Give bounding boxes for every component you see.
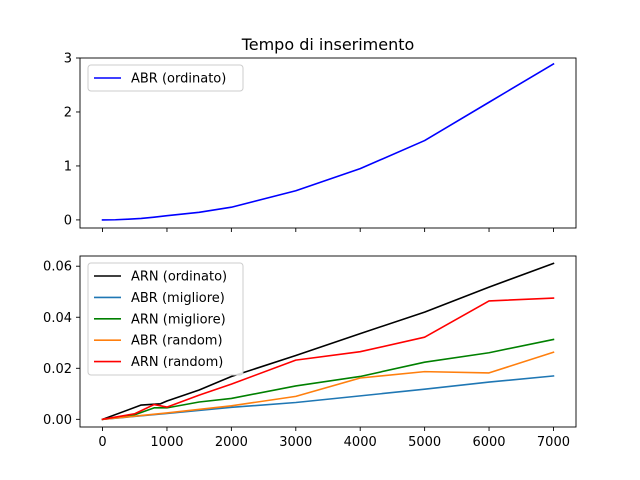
legend-label: ABR (ordinato): [131, 72, 226, 87]
series-line-1-3: [101, 351, 555, 421]
y-tick-label: 1: [64, 159, 72, 174]
y-tick-label: 3: [64, 52, 72, 67]
y-tick-label: 0: [64, 213, 72, 228]
axes-frame: [79, 255, 577, 428]
legend-label: ARN (migliore): [131, 312, 226, 327]
x-tick-label: 1000: [150, 435, 183, 450]
series-line-1-2: [101, 338, 555, 421]
legend-label: ABR (random): [131, 334, 223, 349]
axes-frame: [79, 57, 577, 229]
legend: ABR (ordinato): [87, 64, 244, 92]
x-tick-label: 5000: [408, 435, 441, 450]
x-tick-label: 2000: [215, 435, 248, 450]
x-tick-label: 3000: [279, 435, 312, 450]
x-tick-label: 7000: [537, 435, 570, 450]
y-tick-label: 0.04: [43, 311, 72, 326]
series-line-0-0: [101, 62, 555, 221]
legend-label: ARN (random): [131, 355, 223, 370]
legend: ARN (ordinato) ABR (migliore) ARN (miglior…: [87, 262, 244, 376]
chart-title: Tempo di inserimento: [241, 35, 415, 54]
legend-label: ARN (ordinato): [131, 270, 227, 285]
series-line-1-4: [101, 297, 555, 421]
y-tick-label: 0.02: [43, 362, 72, 377]
x-tick-label: 0: [98, 435, 106, 450]
y-tick-label: 2: [64, 105, 72, 120]
y-tick-label: 0.00: [43, 413, 72, 428]
bottom-subplot: 0 1000 2000 3000 4000 5000 6000 7000 0.00 0.02 0.0…: [43, 255, 577, 450]
legend-label: ABR (migliore): [131, 291, 225, 306]
legend-box: [87, 64, 244, 92]
top-subplot: 0 1 2 3 ABR (ordinato): [64, 52, 577, 232]
y-tick-label: 0.06: [43, 260, 72, 275]
x-tick-label: 4000: [344, 435, 377, 450]
x-tick-label: 6000: [472, 435, 505, 450]
legend-box: [87, 262, 244, 376]
